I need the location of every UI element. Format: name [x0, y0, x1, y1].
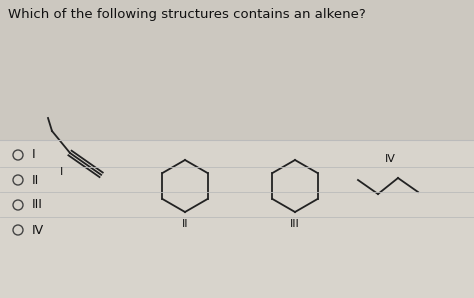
Text: Which of the following structures contains an alkene?: Which of the following structures contai…: [8, 8, 366, 21]
Bar: [0, 140, 474, 298]
Text: IV: IV: [384, 154, 395, 164]
Text: III: III: [32, 198, 43, 212]
Text: II: II: [32, 173, 39, 187]
Text: IV: IV: [32, 224, 44, 237]
Text: III: III: [290, 219, 300, 229]
Text: I: I: [32, 148, 36, 162]
Text: I: I: [60, 167, 64, 177]
Text: II: II: [182, 219, 188, 229]
